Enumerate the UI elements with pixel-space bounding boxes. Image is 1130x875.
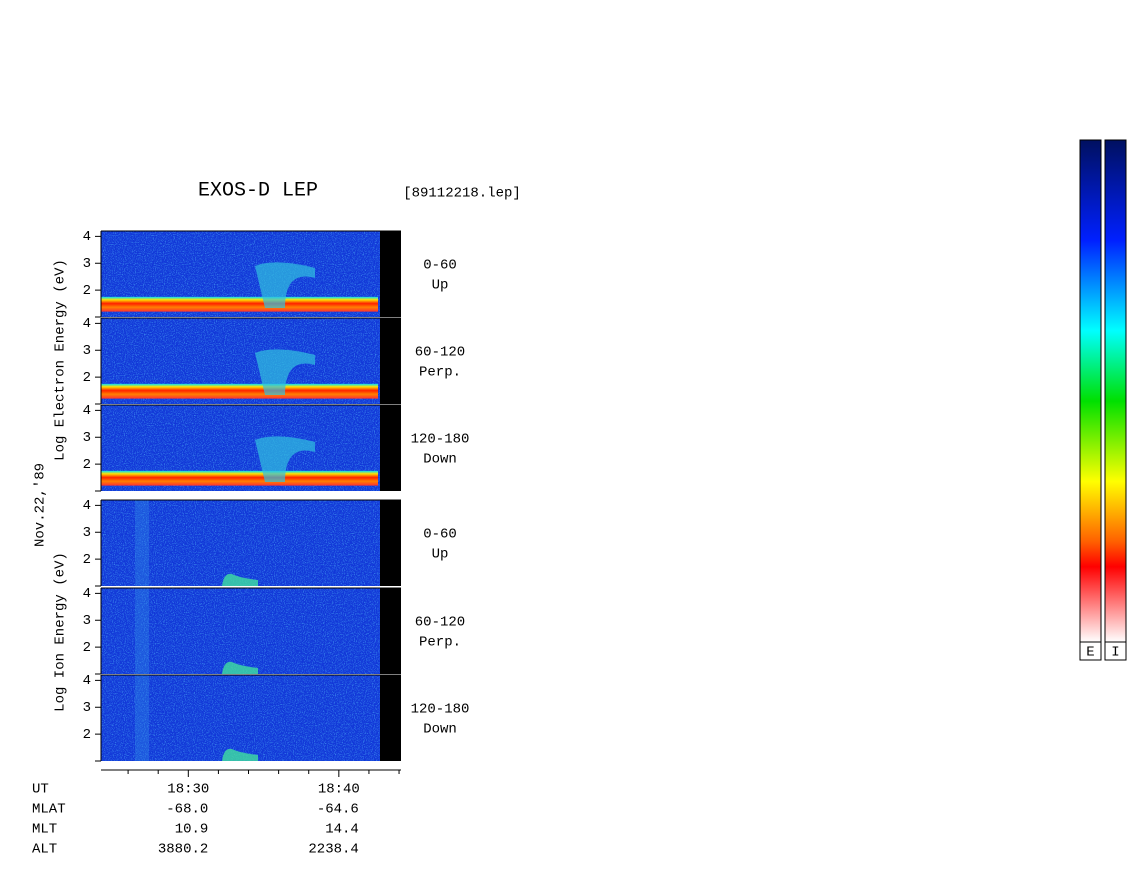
ephemeris-label: MLT xyxy=(32,822,57,838)
ephemeris-value: 3880.2 xyxy=(158,842,208,858)
y-tick-label: 4 xyxy=(83,586,91,602)
y-tick-label: 2 xyxy=(83,457,91,473)
electron-axis-label: Log Electron Energy (eV) xyxy=(53,259,69,461)
y-tick-label: 4 xyxy=(83,673,91,689)
y-tick-label: 2 xyxy=(83,552,91,568)
ephemeris-value: -68.0 xyxy=(166,802,208,818)
spectrogram-feature xyxy=(255,436,315,482)
date-label: Nov.22,'89 xyxy=(33,463,49,547)
y-tick-label: 2 xyxy=(83,640,91,656)
y-tick-label: 4 xyxy=(83,229,91,245)
panel-direction-label: Perp. xyxy=(419,635,461,651)
x-tick-label: 18:30 xyxy=(167,782,209,798)
panel-angle-label: 120-180 xyxy=(411,702,470,718)
data-gap xyxy=(380,318,401,404)
colorbar xyxy=(1079,139,1102,643)
y-tick-label: 2 xyxy=(83,370,91,386)
y-tick-label: 2 xyxy=(83,727,91,743)
y-tick-label: 3 xyxy=(83,343,91,359)
data-gap xyxy=(380,588,401,674)
panel-direction-label: Up xyxy=(432,278,449,294)
colorbar-label-box xyxy=(1104,641,1127,661)
panel-angle-label: 60-120 xyxy=(415,615,465,631)
panel-angle-label: 0-60 xyxy=(423,527,457,543)
x-tick-label: 18:40 xyxy=(318,782,360,798)
ephemeris-value: 10.9 xyxy=(175,822,209,838)
y-tick-label: 3 xyxy=(83,256,91,272)
y-tick-label: 4 xyxy=(83,498,91,514)
ion-axis-label: Log Ion Energy (eV) xyxy=(53,552,69,712)
spectrogram-streak xyxy=(135,500,149,586)
ephemeris-value: -64.6 xyxy=(317,802,359,818)
spectrogram-band xyxy=(101,470,378,486)
spectrogram-feature xyxy=(255,262,315,308)
ephemeris-label: MLAT xyxy=(32,802,66,818)
panel-angle-label: 0-60 xyxy=(423,258,457,274)
y-tick-label: 3 xyxy=(83,525,91,541)
y-tick-label: 4 xyxy=(83,316,91,332)
spectrogram-streak xyxy=(135,675,149,761)
data-gap xyxy=(380,500,401,586)
spectrogram-feature xyxy=(222,661,258,674)
panel-direction-label: Perp. xyxy=(419,365,461,381)
spectrogram-streak xyxy=(135,588,149,674)
ephemeris-label: UT xyxy=(32,782,49,798)
spectrogram-feature xyxy=(222,748,258,761)
y-tick-label: 3 xyxy=(83,613,91,629)
y-tick-label: 3 xyxy=(83,430,91,446)
colorbar xyxy=(1104,139,1127,643)
y-tick-label: 3 xyxy=(83,700,91,716)
data-gap xyxy=(380,405,401,491)
spectrogram-band xyxy=(101,296,378,312)
spectrogram-texture xyxy=(101,675,380,761)
y-tick-label: 2 xyxy=(83,283,91,299)
ephemeris-label: ALT xyxy=(32,842,57,858)
panel-direction-label: Down xyxy=(423,452,457,468)
panel-direction-label: Down xyxy=(423,722,457,738)
spectrogram-feature xyxy=(222,573,258,586)
colorbar-label-box xyxy=(1079,641,1102,661)
panel-direction-label: Up xyxy=(432,547,449,563)
colorbar-label: E xyxy=(1086,645,1094,661)
y-tick-label: 4 xyxy=(83,403,91,419)
ephemeris-value: 14.4 xyxy=(325,822,359,838)
ephemeris-value: 2238.4 xyxy=(308,842,358,858)
spectrogram-texture xyxy=(101,588,380,674)
data-gap xyxy=(380,231,401,317)
colorbar-label: I xyxy=(1111,645,1119,661)
file-label: [89112218.lep] xyxy=(403,186,521,202)
spectrogram-band xyxy=(101,383,378,399)
panel-angle-label: 60-120 xyxy=(415,345,465,361)
panel-angle-label: 120-180 xyxy=(411,432,470,448)
spectrogram-texture xyxy=(101,500,380,586)
chart-title: EXOS-D LEP xyxy=(198,179,318,202)
data-gap xyxy=(380,675,401,761)
spectrogram-feature xyxy=(255,349,315,395)
